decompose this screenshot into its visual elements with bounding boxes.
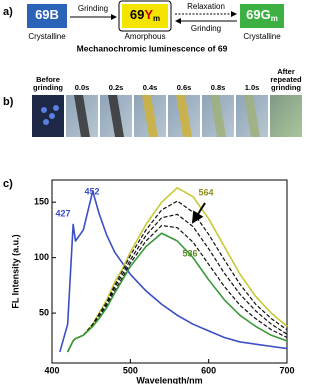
panel-label: b) [3, 96, 14, 108]
box-text: 69B [35, 7, 59, 22]
spectrum-line [67, 213, 288, 353]
x-axis-title: Wavelength/nm [136, 375, 202, 384]
ground-track [244, 95, 260, 137]
spectrum-line [67, 224, 288, 353]
crystal [49, 113, 55, 119]
box-yellow [122, 4, 168, 28]
peak-annotation: 452 [84, 186, 99, 196]
spectrum-line [66, 186, 288, 353]
figure: a) 69B 69Ym 69Gm Grinding Relaxation Gri… [3, 0, 302, 384]
spectrum-line [67, 200, 288, 353]
x-tick-label: 500 [123, 365, 138, 375]
frame-label: 0.4s [142, 83, 158, 92]
caption: Crystalline [243, 32, 281, 41]
frame-label: After repeated grinding [270, 67, 302, 92]
trend-arrow [191, 202, 206, 224]
arrow-label: Grinding [78, 4, 108, 13]
box-letter: Y [144, 7, 153, 22]
x-tick-label: 700 [279, 365, 294, 375]
peak-annotation: 564 [198, 187, 213, 197]
box-text: 69Gm [246, 7, 278, 23]
x-tick-label: 600 [201, 365, 216, 375]
box-sub: m [153, 14, 160, 23]
box-number: 69 [35, 7, 49, 22]
frame-image [32, 95, 64, 137]
panel-label: c) [3, 178, 13, 190]
plot-frame [51, 179, 288, 364]
frame-label: Before grinding [33, 75, 63, 92]
ground-track [176, 95, 192, 137]
ground-track [108, 95, 124, 137]
frame-label: 0.8s [210, 83, 226, 92]
box-sub: m [271, 14, 278, 23]
chart: 400 500 600 700 50 100 150 Wavelength/nm FL Inte… [10, 179, 295, 384]
ground-track [74, 95, 90, 137]
frame-label: 1.0s [244, 83, 260, 92]
box-frame [118, 0, 172, 32]
frame-label: 0.2s [108, 83, 124, 92]
frame-label: 0.0s [74, 83, 90, 92]
y-tick-label: 50 [39, 307, 49, 317]
x-tick-label: 400 [44, 365, 59, 375]
image-strip [32, 95, 302, 137]
caption: Amorphous [125, 32, 166, 41]
peak-annotation: 427 [55, 208, 70, 218]
crystal [53, 105, 59, 111]
frame-image [270, 95, 302, 137]
crystal [43, 119, 49, 125]
panel-label: a) [3, 6, 13, 18]
crystal [41, 107, 47, 113]
caption: Crystalline [28, 32, 66, 41]
box-green [240, 4, 284, 28]
box-number: 69 [130, 7, 144, 22]
y-axis-title: FL Intensity (a.u.) [10, 234, 20, 308]
figure-canvas: a) 69B 69Ym 69Gm Grinding Relaxation Gri… [3, 0, 302, 384]
panel-title: Mechanochromic luminescence of 69 [77, 43, 228, 53]
spectrum-line [66, 232, 288, 353]
box-number: 69 [246, 7, 260, 22]
y-tick-label: 150 [34, 197, 49, 207]
spectrum-line [59, 190, 288, 353]
peak-annotation: 536 [182, 248, 197, 258]
arrow-label: Relaxation [187, 2, 225, 11]
box-letter: B [50, 7, 59, 22]
frame-label: 0.6s [176, 83, 192, 92]
ground-track [142, 95, 158, 137]
y-tick-label: 100 [34, 252, 49, 262]
arrow-label: Grinding [191, 24, 221, 33]
box-text: 69Ym [130, 7, 160, 23]
box-blue [27, 4, 67, 28]
ground-track [210, 95, 226, 137]
box-letter: G [261, 7, 271, 22]
